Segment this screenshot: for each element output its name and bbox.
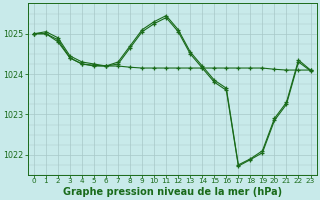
X-axis label: Graphe pression niveau de la mer (hPa): Graphe pression niveau de la mer (hPa) (63, 187, 282, 197)
